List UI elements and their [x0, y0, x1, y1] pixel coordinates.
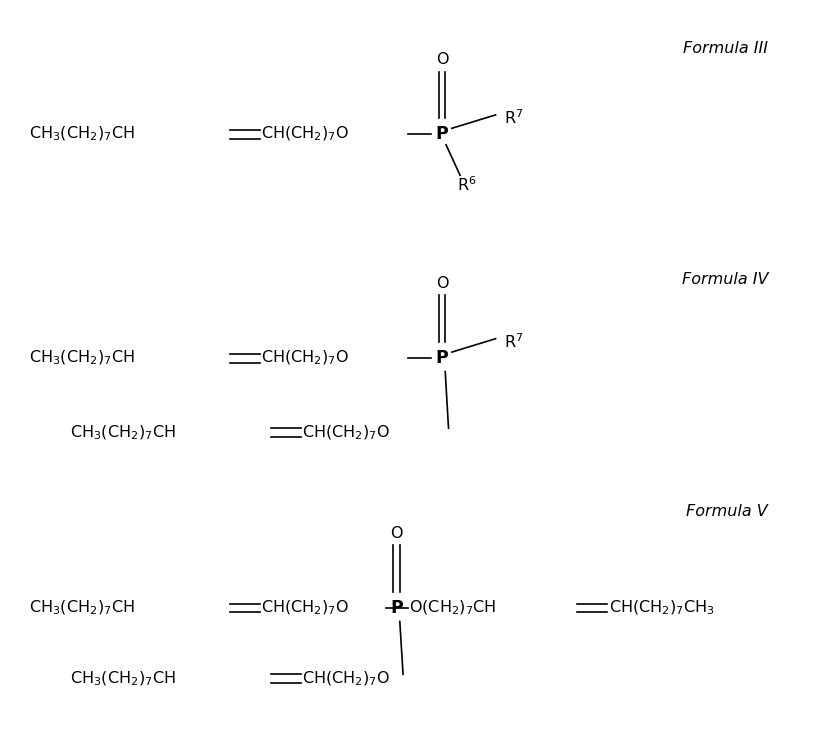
Text: $\mathregular{CH_3(CH_2)_7CH}$: $\mathregular{CH_3(CH_2)_7CH}$: [70, 424, 176, 442]
Text: $\mathregular{R^7}$: $\mathregular{R^7}$: [504, 108, 523, 128]
Text: Formula IV: Formula IV: [681, 272, 768, 287]
Text: P: P: [390, 599, 403, 617]
Text: $\mathregular{CH(CH_2)_7CH_3}$: $\mathregular{CH(CH_2)_7CH_3}$: [609, 599, 714, 617]
Text: $\mathregular{CH(CH_2)_7O}$: $\mathregular{CH(CH_2)_7O}$: [302, 424, 391, 442]
Text: Formula III: Formula III: [683, 41, 768, 56]
Text: $\mathregular{CH(CH_2)_7O}$: $\mathregular{CH(CH_2)_7O}$: [261, 599, 349, 617]
Text: O: O: [435, 52, 449, 67]
Text: $\mathregular{CH(CH_2)_7O}$: $\mathregular{CH(CH_2)_7O}$: [302, 670, 391, 688]
Text: O: O: [390, 526, 403, 541]
Text: Formula V: Formula V: [686, 504, 768, 518]
Text: O: O: [435, 276, 449, 291]
Text: $\mathregular{R^6}$: $\mathregular{R^6}$: [457, 175, 477, 195]
Text: $\mathregular{R^7}$: $\mathregular{R^7}$: [504, 332, 523, 351]
Text: $\mathregular{CH_3(CH_2)_7CH}$: $\mathregular{CH_3(CH_2)_7CH}$: [29, 599, 135, 617]
Text: P: P: [435, 125, 449, 143]
Text: $\mathregular{CH_3(CH_2)_7CH}$: $\mathregular{CH_3(CH_2)_7CH}$: [29, 349, 135, 367]
Text: $\mathregular{CH(CH_2)_7O}$: $\mathregular{CH(CH_2)_7O}$: [261, 349, 349, 367]
Text: $\mathregular{CH_3(CH_2)_7CH}$: $\mathregular{CH_3(CH_2)_7CH}$: [70, 670, 176, 688]
Text: $\mathregular{CH(CH_2)_7O}$: $\mathregular{CH(CH_2)_7O}$: [261, 125, 349, 143]
Text: $\mathregular{CH_3(CH_2)_7CH}$: $\mathregular{CH_3(CH_2)_7CH}$: [29, 125, 135, 143]
Text: P: P: [435, 349, 449, 367]
Text: $\mathregular{O(CH_2)_7CH}$: $\mathregular{O(CH_2)_7CH}$: [409, 599, 496, 617]
